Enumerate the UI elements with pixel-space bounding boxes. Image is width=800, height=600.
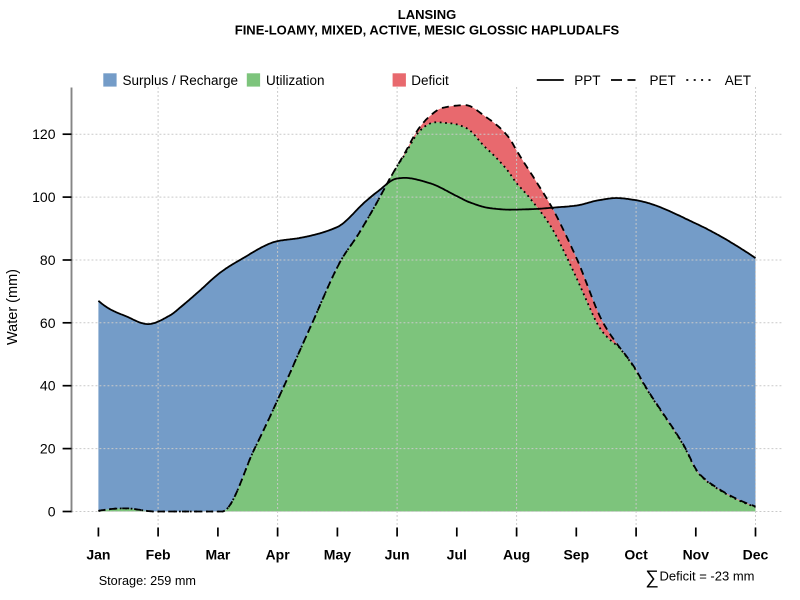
svg-text:0: 0	[48, 504, 56, 520]
svg-text:Nov: Nov	[683, 547, 710, 563]
svg-text:60: 60	[40, 315, 56, 331]
svg-text:Storage: 259 mm: Storage: 259 mm	[99, 574, 196, 588]
svg-text:May: May	[324, 547, 351, 563]
svg-text:120: 120	[32, 126, 56, 142]
svg-text:AET: AET	[725, 73, 751, 88]
svg-text:100: 100	[32, 189, 56, 205]
svg-text:Jun: Jun	[385, 547, 410, 563]
svg-text:PPT: PPT	[574, 73, 600, 88]
svg-text:Aug: Aug	[503, 547, 530, 563]
svg-text:Surplus / Recharge: Surplus / Recharge	[123, 73, 239, 88]
svg-text:Jul: Jul	[447, 547, 467, 563]
svg-text:FINE-LOAMY, MIXED, ACTIVE, MES: FINE-LOAMY, MIXED, ACTIVE, MESIC GLOSSIC…	[235, 23, 620, 38]
svg-text:Deficit = -23 mm: Deficit = -23 mm	[660, 569, 755, 584]
svg-text:80: 80	[40, 252, 56, 268]
svg-text:20: 20	[40, 441, 56, 457]
svg-text:Jan: Jan	[86, 547, 110, 563]
svg-text:PET: PET	[650, 73, 676, 88]
svg-text:Apr: Apr	[266, 547, 291, 563]
svg-text:Deficit: Deficit	[411, 73, 449, 88]
svg-text:LANSING: LANSING	[398, 7, 457, 22]
svg-text:40: 40	[40, 378, 56, 394]
svg-text:Dec: Dec	[743, 547, 769, 563]
svg-text:Oct: Oct	[624, 547, 648, 563]
svg-text:Mar: Mar	[205, 547, 230, 563]
svg-text:Water (mm): Water (mm)	[5, 269, 21, 345]
svg-text:Feb: Feb	[146, 547, 171, 563]
svg-text:Utilization: Utilization	[266, 73, 325, 88]
svg-text:Sep: Sep	[563, 547, 589, 563]
svg-text:∑: ∑	[645, 568, 659, 589]
